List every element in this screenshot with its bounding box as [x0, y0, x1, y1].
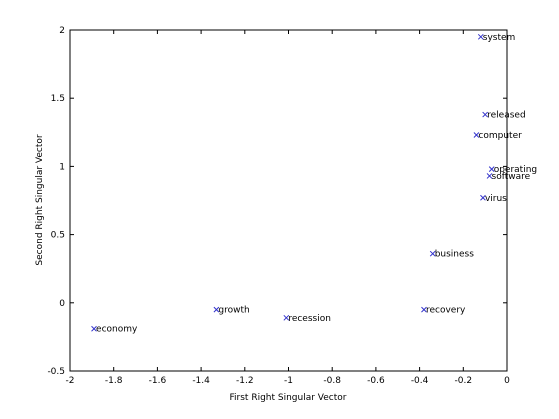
- x-marker: [488, 166, 495, 172]
- x-tick-label: -1.6: [149, 376, 167, 386]
- x-tick-label: -0.2: [455, 376, 473, 386]
- data-point: software: [486, 172, 531, 182]
- data-point: business: [429, 250, 475, 260]
- x-marker: [482, 111, 489, 118]
- data-point: computer: [473, 131, 522, 141]
- x-tick-label: -2: [66, 376, 75, 386]
- point-label: economy: [96, 325, 138, 335]
- x-tick-label: -0.4: [411, 376, 429, 386]
- y-axis-title: Second Right Singular Vector: [35, 134, 45, 265]
- point-label: system: [483, 33, 516, 43]
- data-point: released: [482, 111, 526, 121]
- x-marker: [429, 250, 436, 257]
- x-axis-title: First Right Singular Vector: [230, 393, 347, 403]
- point-label: business: [435, 250, 475, 260]
- x-tick-label: 0: [504, 376, 510, 386]
- x-marker: [480, 194, 486, 201]
- data-point: economy: [91, 325, 138, 335]
- x-tick-label: -1.2: [236, 376, 254, 386]
- x-marker: [213, 306, 220, 313]
- data-point: system: [477, 33, 516, 43]
- data-point: operating: [488, 165, 537, 175]
- data-point: recession: [283, 314, 331, 324]
- data-point: growth: [213, 306, 250, 316]
- x-tick-label: -1.8: [105, 376, 123, 386]
- x-axis: -2 -1.8 -1.6 -1.4 -1.2 -1 -0.8 -0.6 -0.4 -0.2 0: [66, 30, 510, 386]
- y-tick-label: 0: [59, 299, 65, 309]
- x-tick-label: -0.8: [323, 376, 341, 386]
- point-label: operating: [494, 165, 537, 175]
- y-tick-label: -0.5: [47, 367, 65, 377]
- point-label: recession: [288, 314, 331, 324]
- point-label: recovery: [426, 306, 466, 316]
- point-label: growth: [218, 306, 249, 316]
- y-axis: -0.5 0 0.5 1 1.5 2: [47, 26, 507, 377]
- x-tick-label: -1: [284, 376, 293, 386]
- data-point: virus: [480, 194, 507, 204]
- point-label: released: [487, 111, 526, 121]
- point-label: virus: [485, 194, 507, 204]
- point-label: computer: [478, 131, 522, 141]
- plot-area: [69, 29, 508, 372]
- x-tick-label: -1.4: [192, 376, 210, 386]
- x-marker: [421, 306, 427, 313]
- y-tick-label: 1.5: [51, 94, 65, 104]
- y-tick-label: 2: [59, 26, 65, 36]
- x-marker: [486, 173, 493, 179]
- x-marker: [91, 325, 97, 332]
- y-tick-label: 0.5: [51, 231, 65, 241]
- point-label: software: [492, 172, 531, 182]
- x-marker: [283, 314, 290, 321]
- data-point: recovery: [421, 306, 466, 316]
- x-marker: [477, 33, 484, 40]
- x-marker: [473, 132, 480, 138]
- y-tick-label: 1: [59, 162, 65, 172]
- x-tick-label: -0.6: [367, 376, 385, 386]
